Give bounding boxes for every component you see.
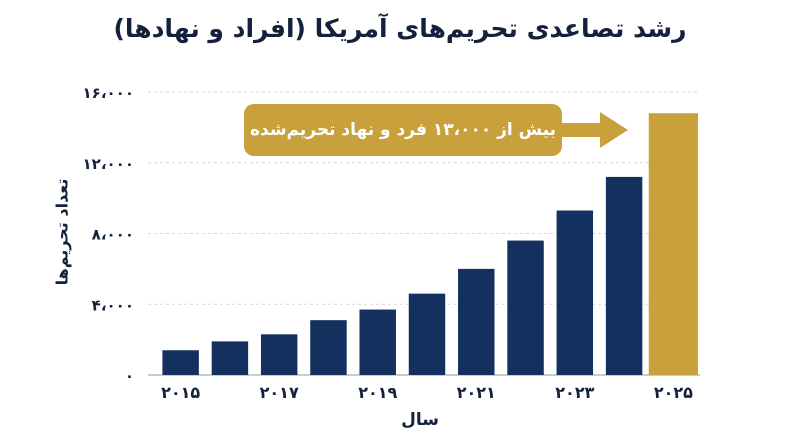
callout-box: بیش از ۱۳،۰۰۰ فرد و نهاد تحریم‌شده (244, 104, 562, 156)
bar (556, 210, 594, 375)
bar (507, 240, 544, 375)
bar (162, 350, 199, 375)
bar (211, 341, 249, 375)
y-tick-label: ۴،۰۰۰ (92, 296, 134, 314)
chart-title: رشد تصاعدی تحریم‌های آمریکا (افراد و نها… (113, 14, 687, 43)
x-tick-label: ۲۰۱۷ (260, 383, 299, 402)
x-tick-label: ۲۰۱۹ (358, 383, 397, 402)
x-tick-label: ۲۰۲۵ (654, 383, 693, 402)
y-tick-label: ۰ (125, 367, 134, 385)
bar (648, 113, 698, 375)
bar (458, 268, 495, 375)
bar (408, 293, 446, 375)
bar (605, 176, 643, 375)
y-tick-label: ۱۶،۰۰۰ (83, 84, 134, 102)
y-tick-label: ۱۲،۰۰۰ (83, 155, 134, 173)
callout-arrow-shaft (562, 123, 602, 137)
bar (359, 309, 396, 375)
x-tick-label: ۲۰۲۱ (457, 383, 496, 402)
bar (260, 334, 298, 375)
bar (310, 320, 347, 375)
x-axis-label: سال (401, 410, 439, 430)
y-axis-label: تعداد تحریم‌ها (52, 178, 72, 286)
callout-text: بیش از ۱۳،۰۰۰ فرد و نهاد تحریم‌شده (249, 120, 557, 140)
x-tick-label: ۲۰۲۳ (555, 383, 594, 402)
callout-arrow-icon (600, 112, 628, 148)
y-tick-label: ۸،۰۰۰ (92, 226, 134, 244)
x-tick-label: ۲۰۱۵ (161, 383, 200, 402)
